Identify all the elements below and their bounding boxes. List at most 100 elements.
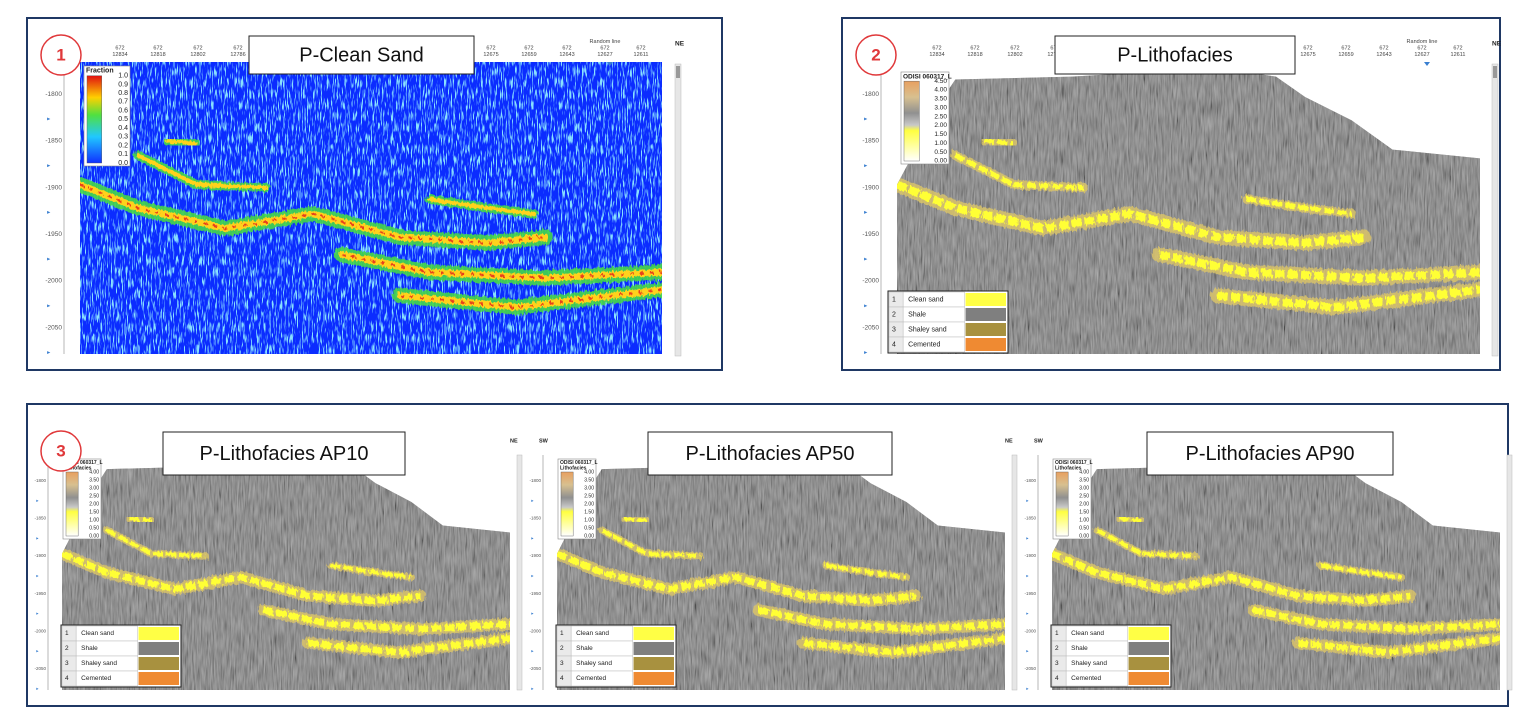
sand-band-core: [1298, 634, 1500, 656]
colorbar-label: 0.7: [118, 99, 128, 106]
trace-number: 12834: [929, 52, 944, 58]
well-marker: [531, 612, 534, 615]
sand-band-core: [954, 153, 1084, 191]
colorbar-ramp: [903, 80, 920, 162]
trace-line: 672: [600, 45, 609, 51]
legend-code: 3: [560, 660, 564, 667]
legend-code: 2: [560, 645, 564, 652]
well-marker: [36, 687, 39, 690]
colorbar-label: 1.00: [1079, 517, 1089, 523]
legend-swatch: [633, 642, 674, 655]
legend-name-cell: [902, 336, 965, 353]
sand-band-core: [1246, 196, 1353, 217]
colorbar-label: 3.00: [934, 104, 947, 111]
random-line-marker: [1424, 62, 1430, 66]
legend-name-cell: [570, 670, 633, 687]
panel-badge: [855, 34, 897, 76]
trace-line: 672: [636, 45, 645, 51]
sand-band-core: [136, 153, 269, 190]
depth-tick-label: -1900: [529, 553, 541, 558]
title-box: [647, 431, 893, 476]
depth-tick-label: -2000: [34, 628, 46, 633]
legend-name: Shale: [576, 645, 593, 652]
legend-name: Shaley sand: [908, 326, 947, 333]
colorbar-label: 0.50: [89, 525, 99, 531]
direction-label: NE: [1005, 438, 1013, 444]
trace-line: 672: [562, 45, 571, 51]
trace-number: 12643: [1376, 52, 1391, 58]
colorbar-label: 3.50: [934, 96, 947, 103]
colorbar-label: 0.8: [118, 90, 128, 97]
colorbar-label: 2.50: [89, 493, 99, 499]
panel-title: P-Lithofacies: [1117, 44, 1233, 66]
panel-number: 1: [56, 45, 65, 64]
legend-code: 3: [1055, 660, 1059, 667]
trace-number: 12659: [1338, 52, 1353, 58]
sand-band-core: [897, 180, 1364, 248]
legend-swatch: [965, 338, 1006, 351]
colorbar-label: 0.50: [1079, 525, 1089, 531]
legend-swatch: [138, 642, 179, 655]
well-marker: [864, 351, 868, 354]
well-marker: [1026, 537, 1029, 540]
sand-band-core: [984, 138, 1014, 147]
sand-band-core: [623, 516, 647, 523]
legend-code: 2: [1055, 645, 1059, 652]
colorbar-label: 0.50: [584, 525, 594, 531]
depth-tick-label: -1900: [34, 553, 46, 558]
well-marker: [1026, 687, 1029, 690]
seismic-section: [80, 62, 662, 354]
trace-line: 672: [1417, 45, 1426, 51]
direction-label: SW: [539, 438, 549, 444]
trace-line: 672: [970, 45, 979, 51]
panel-title: P-Lithofacies AP90: [1186, 443, 1355, 465]
depth-tick-label: -1950: [862, 231, 879, 238]
sand-band-core: [1252, 606, 1500, 633]
sand-band-core: [62, 550, 421, 605]
well-marker: [1026, 499, 1029, 502]
legend-swatch: [965, 293, 1006, 306]
legend-code: 4: [65, 675, 69, 682]
trace-number: 12675: [483, 52, 498, 58]
sand-band-core: [396, 286, 662, 311]
colorbar-label: 2.00: [934, 122, 947, 129]
depth-tick-label: -1900: [1024, 553, 1036, 558]
well-marker: [1026, 574, 1029, 578]
depth-tick-label: -2050: [34, 666, 46, 671]
colorbar-label: 0.00: [1079, 533, 1089, 539]
sand-band-core: [757, 606, 1005, 633]
trace-line: 672: [1010, 45, 1019, 51]
sand-band-core: [600, 528, 701, 559]
sand-band-core: [825, 563, 907, 580]
legend-name: Cemented: [576, 675, 606, 682]
sand-band-core: [427, 197, 537, 216]
colorbar-label: 0.4: [118, 125, 128, 132]
trace-number: 12611: [1451, 52, 1466, 58]
depth-tick-label: -2050: [45, 324, 62, 331]
colorbar-label: 1.50: [584, 509, 594, 515]
depth-tick-label: -1900: [862, 184, 879, 191]
legend-swatch: [1128, 657, 1169, 670]
trace-number: 12834: [112, 52, 127, 58]
legend-code: 1: [1055, 630, 1059, 637]
legend-swatch: [633, 672, 674, 685]
scrollbar-thumb: [676, 66, 680, 78]
panel-badge: [40, 34, 82, 76]
panel-title: P-Lithofacies AP10: [200, 443, 369, 465]
legend-code: 1: [892, 296, 896, 303]
well-marker: [864, 257, 868, 261]
trace-line: 672: [486, 45, 495, 51]
trace-number: 12659: [521, 52, 536, 58]
colorbar-label: 4.00: [934, 87, 947, 94]
colorbar-label: 3.50: [1079, 477, 1089, 483]
trace-line: 672: [1379, 45, 1388, 51]
trace-line: 672: [115, 45, 124, 51]
legend-swatch: [1128, 627, 1169, 640]
sand-band-core: [128, 516, 152, 523]
colorbar-label: 3.00: [584, 485, 594, 491]
legend-code: 4: [1055, 675, 1059, 682]
trace-line: 672: [1453, 45, 1462, 51]
depth-tick-label: -2000: [45, 278, 62, 285]
well-marker: [531, 687, 534, 690]
